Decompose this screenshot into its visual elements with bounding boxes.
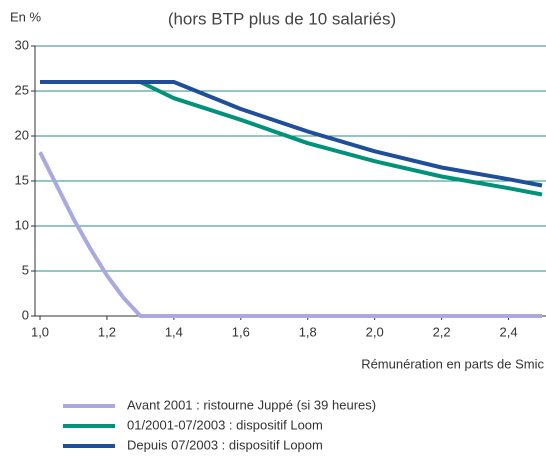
x-tick-label: 1,6	[232, 324, 250, 339]
series-line	[40, 80, 543, 197]
y-tick-label: 10	[15, 217, 29, 232]
x-tick-label: 2,0	[366, 324, 384, 339]
y-tick-label: 20	[15, 127, 29, 142]
x-tick-label: 2,2	[433, 324, 451, 339]
y-tick-label: 25	[15, 82, 29, 97]
series-line	[40, 80, 543, 188]
y-tick-label: 30	[15, 37, 29, 52]
x-tick-label: 1,8	[299, 324, 317, 339]
x-tick-label: 2,4	[499, 324, 517, 339]
legend-label: Avant 2001 : ristourne Juppé (si 39 heur…	[127, 397, 376, 412]
y-axis-label: En %	[10, 9, 42, 24]
y-tick-label: 5	[22, 262, 29, 277]
chart-subtitle: (hors BTP plus de 10 salariés)	[168, 9, 396, 28]
legend-label: Depuis 07/2003 : dispositif Lopom	[127, 437, 323, 452]
x-tick-label: 1,2	[98, 324, 116, 339]
x-axis-label: Rémunération en parts de Smic	[361, 356, 544, 371]
y-tick-label: 0	[22, 307, 29, 322]
x-tick-label: 1,0	[31, 324, 49, 339]
series-line	[38, 151, 542, 318]
y-tick-label: 15	[15, 172, 29, 187]
legend-label: 01/2001-07/2003 : dispositif Loom	[127, 417, 323, 432]
x-tick-label: 1,4	[165, 324, 183, 339]
